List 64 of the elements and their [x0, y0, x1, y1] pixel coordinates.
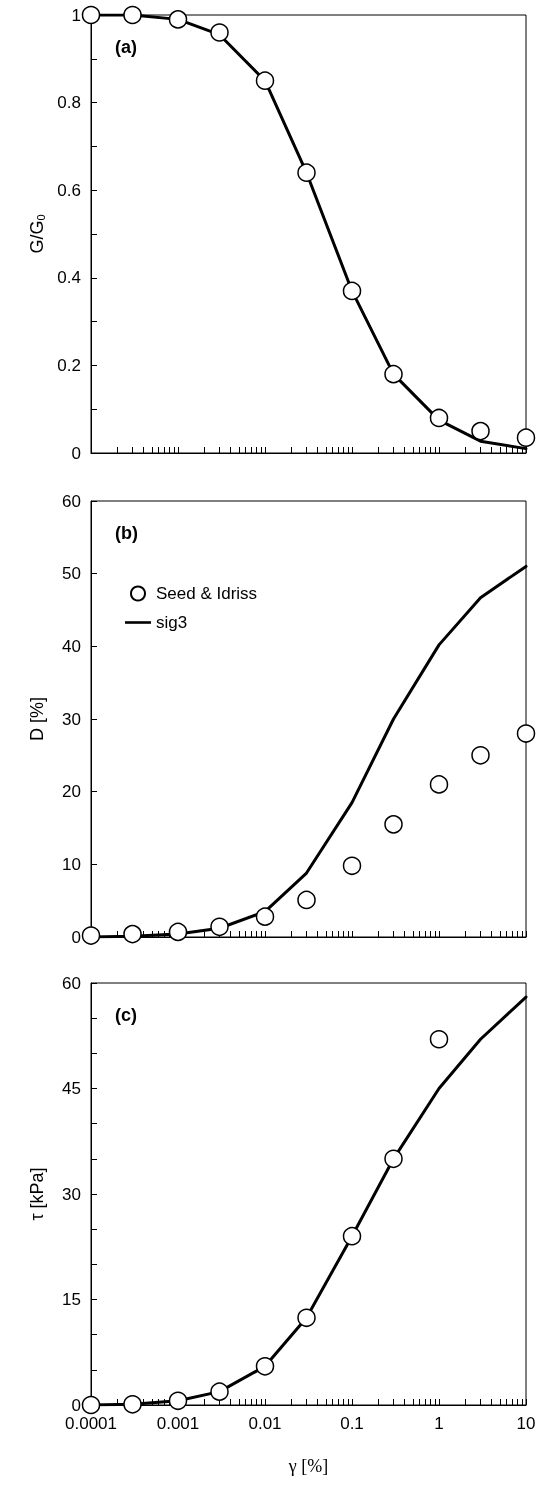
point	[384, 815, 403, 834]
y-tick-label: 0	[71, 1395, 81, 1415]
y-axis-title: G/G0	[26, 214, 47, 254]
y-tick-label: 45	[62, 1079, 81, 1098]
point	[471, 421, 490, 441]
point	[123, 924, 142, 944]
legend-label: Seed & Idriss	[156, 584, 258, 603]
point	[297, 890, 316, 910]
y-tick-label: 0.2	[57, 355, 81, 375]
point	[429, 775, 449, 794]
point	[255, 71, 275, 90]
y-tick-label: 60	[62, 973, 81, 993]
point	[342, 1226, 362, 1246]
y-tick-label: 50	[62, 564, 81, 584]
x-tick-label: 0.01	[248, 1414, 282, 1433]
point	[342, 856, 362, 876]
y-tick-label: 0.6	[57, 180, 81, 200]
text: (b)	[115, 523, 138, 543]
y-tick-label: 60	[62, 491, 81, 511]
x-tick-label: 10	[516, 1414, 536, 1433]
y-tick-label: 40	[62, 636, 81, 656]
point	[123, 5, 142, 25]
point	[81, 1395, 101, 1415]
point	[342, 281, 362, 301]
point	[123, 1395, 142, 1414]
point	[429, 408, 449, 428]
point	[471, 746, 490, 765]
point	[297, 1308, 316, 1328]
point	[429, 1030, 449, 1049]
x-tick-label: 0.1	[340, 1414, 364, 1433]
point	[255, 1357, 275, 1376]
y-tick-label: 0.8	[57, 93, 81, 113]
y-axis-title: D [%]	[27, 696, 47, 742]
point	[168, 922, 188, 942]
y-tick-label: 0.4	[57, 268, 81, 288]
point	[168, 10, 188, 29]
point	[210, 917, 229, 937]
point	[516, 428, 536, 447]
x-tick-label: 1	[434, 1414, 444, 1433]
point	[168, 1391, 188, 1411]
x-tick-label: 0.0001	[65, 1414, 117, 1433]
y-tick-label: 0	[71, 443, 81, 463]
point	[255, 907, 275, 926]
point	[384, 364, 403, 384]
legend-label: sig3	[156, 613, 188, 632]
y-tick-label: 1	[71, 5, 81, 25]
point	[384, 1149, 403, 1169]
text: (a)	[115, 37, 137, 57]
point	[81, 5, 101, 25]
point	[210, 23, 229, 42]
y-tick-label: 10	[62, 854, 81, 874]
y-axis-title: τ [kPa]	[27, 1167, 47, 1221]
x-tick-label: 0.001	[156, 1414, 200, 1433]
point	[81, 926, 101, 945]
x-axis-title: γ [%]	[287, 1456, 329, 1476]
y-tick-label: 15	[62, 1290, 81, 1309]
y-tick-label: 20	[62, 782, 81, 802]
text: (c)	[115, 1005, 137, 1025]
point	[516, 724, 536, 743]
point	[210, 1382, 229, 1401]
y-tick-label: 30	[62, 1184, 81, 1204]
y-tick-label: 30	[62, 709, 81, 729]
point	[297, 163, 316, 182]
y-tick-label: 0	[71, 927, 81, 947]
